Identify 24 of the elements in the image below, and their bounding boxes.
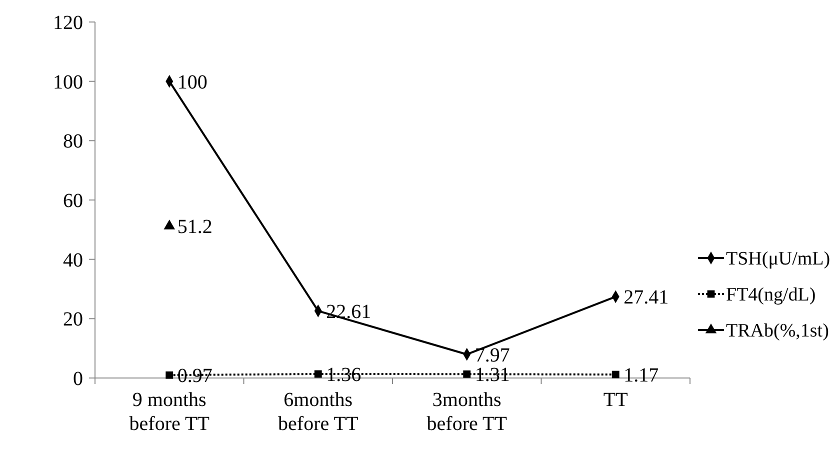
data-label: 1.31 [474, 364, 510, 386]
point [164, 220, 176, 230]
y-tick-label: 100 [53, 71, 83, 94]
x-tick-label: 3months before TT [426, 389, 507, 435]
data-label: 27.41 [624, 286, 669, 309]
y-tick-label: 80 [63, 130, 83, 153]
data-label: 100 [177, 71, 208, 94]
y-tick-label: 20 [63, 308, 83, 331]
legend-label: TSH(μU/mL) [726, 248, 830, 270]
point [166, 371, 174, 379]
y-tick-label: 60 [63, 190, 83, 212]
legend-label: TRAb(%,1st) [726, 320, 829, 342]
x-tick-label: 6months before TT [278, 389, 358, 435]
point [314, 370, 322, 378]
x-tick-label: 9 months before TT [129, 389, 210, 435]
legend-label: FT4(ng/dL) [726, 284, 816, 306]
point [612, 370, 620, 378]
y-tick-label: 0 [73, 368, 83, 390]
x-tick-label: TT [603, 389, 628, 411]
y-tick-label: 40 [63, 249, 83, 272]
data-label: 51.2 [177, 216, 212, 238]
y-tick-label: 120 [53, 12, 83, 34]
point [463, 370, 471, 378]
data-label: 1.17 [624, 364, 659, 387]
